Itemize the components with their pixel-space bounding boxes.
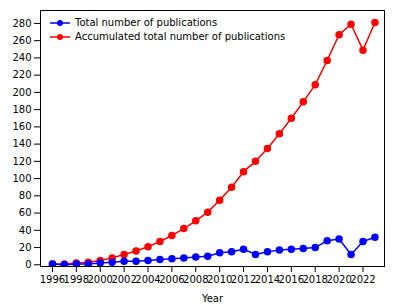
svg-text:2018: 2018 (302, 274, 327, 285)
svg-text:140: 140 (12, 138, 31, 149)
svg-text:60: 60 (19, 207, 32, 218)
svg-text:20: 20 (19, 242, 32, 253)
svg-text:2004: 2004 (135, 274, 160, 285)
svg-text:2014: 2014 (255, 274, 280, 285)
svg-text:2008: 2008 (183, 274, 208, 285)
html-text:Accumulated total number of pu: Accumulated total number of publications (75, 31, 286, 42)
svg-text:0: 0 (25, 259, 31, 270)
svg-text:2016: 2016 (279, 274, 304, 285)
svg-text:1996: 1996 (40, 274, 65, 285)
svg-text:2002: 2002 (111, 274, 136, 285)
svg-text:1998: 1998 (64, 274, 89, 285)
svg-text:40: 40 (19, 224, 32, 235)
svg-text:2022: 2022 (350, 274, 375, 285)
svg-text:160: 160 (12, 121, 31, 132)
svg-text:220: 220 (12, 69, 31, 80)
html-text:Total number of publications: Total number of publications (75, 17, 218, 28)
svg-text:180: 180 (12, 104, 31, 115)
svg-text:2006: 2006 (159, 274, 184, 285)
svg-text:240: 240 (12, 52, 31, 63)
svg-text:120: 120 (12, 156, 31, 167)
svg-text:2000: 2000 (87, 274, 112, 285)
svg-text:80: 80 (19, 190, 32, 201)
svg-text:280: 280 (12, 18, 31, 29)
svg-text:Year: Year (201, 293, 224, 304)
svg-text:100: 100 (12, 173, 31, 184)
svg-text:2020: 2020 (326, 274, 351, 285)
svg-text:200: 200 (12, 87, 31, 98)
svg-text:260: 260 (12, 35, 31, 46)
svg-text:2010: 2010 (207, 274, 232, 285)
svg-text:2012: 2012 (231, 274, 256, 285)
